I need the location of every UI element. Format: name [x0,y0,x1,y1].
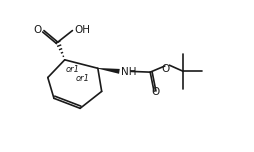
Text: O: O [33,25,42,35]
Text: O: O [162,64,170,74]
Polygon shape [98,68,120,74]
Text: or1: or1 [66,65,80,74]
Text: OH: OH [74,25,90,35]
Text: NH: NH [121,67,136,77]
Text: or1: or1 [75,74,89,83]
Text: O: O [151,87,160,97]
